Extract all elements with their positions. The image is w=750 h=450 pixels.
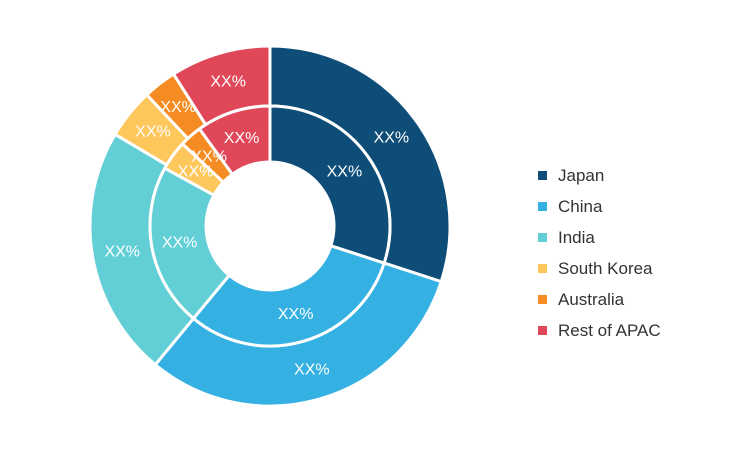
- legend-swatch: [538, 326, 547, 335]
- slice-labels: XX%XX%XX%XX%XX%XX%XX%XX%XX%XX%XX%XX%: [104, 73, 409, 378]
- inner-slice-china: [192, 244, 386, 348]
- outer-label-rest-of-apac: XX%: [210, 73, 246, 90]
- legend-item-south-korea: South Korea: [538, 253, 661, 284]
- inner-label-south-korea: XX%: [178, 163, 214, 180]
- legend: Japan China India South Korea Australia Rest …: [538, 160, 661, 346]
- inner-ring: [148, 104, 392, 348]
- legend-label: Australia: [558, 289, 625, 309]
- legend-label: India: [558, 227, 595, 247]
- inner-slice-japan: [268, 104, 392, 265]
- legend-swatch: [538, 202, 547, 211]
- legend-swatch: [538, 171, 547, 180]
- inner-label-australia: XX%: [191, 148, 227, 165]
- legend-item-rest-of-apac: Rest of APAC: [538, 315, 661, 346]
- legend-item-japan: Japan: [538, 160, 661, 191]
- legend-label: South Korea: [558, 258, 653, 278]
- inner-label-india: XX%: [162, 235, 198, 252]
- outer-label-japan: XX%: [374, 129, 410, 146]
- outer-label-india: XX%: [104, 243, 140, 260]
- outer-ring: [88, 44, 452, 408]
- legend-swatch: [538, 233, 547, 242]
- inner-label-china: XX%: [278, 306, 314, 323]
- legend-label: Rest of APAC: [558, 320, 661, 340]
- inner-label-japan: XX%: [327, 163, 363, 180]
- legend-item-china: China: [538, 191, 661, 222]
- outer-label-china: XX%: [294, 362, 330, 379]
- legend-swatch: [538, 295, 547, 304]
- legend-item-australia: Australia: [538, 284, 661, 315]
- legend-label: China: [558, 196, 603, 216]
- legend-swatch: [538, 264, 547, 273]
- outer-label-south-korea: XX%: [135, 124, 171, 141]
- legend-label: Japan: [558, 165, 605, 185]
- legend-item-india: India: [538, 222, 661, 253]
- inner-label-rest-of-apac: XX%: [224, 130, 260, 147]
- inner-slice-rest-of-apac: [197, 104, 272, 176]
- outer-label-australia: XX%: [160, 99, 196, 116]
- inner-slice-india: [148, 166, 231, 320]
